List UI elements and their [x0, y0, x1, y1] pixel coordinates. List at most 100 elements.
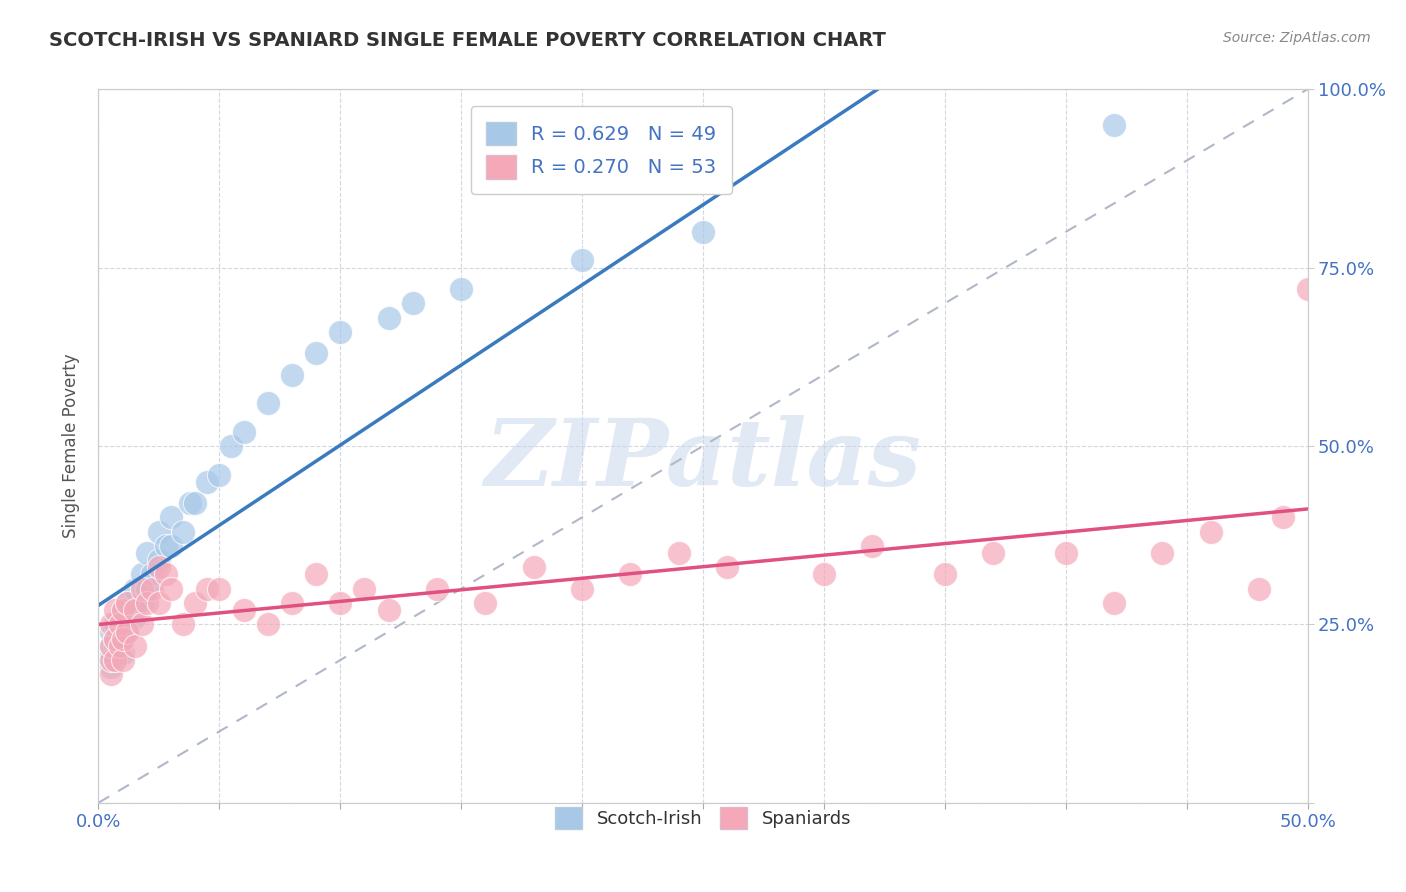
- Point: [117, 610, 139, 624]
- Point: [1152, 546, 1174, 560]
- Point: [232, 425, 254, 439]
- Point: [195, 475, 218, 489]
- Point: [111, 632, 134, 646]
- Point: [100, 667, 122, 681]
- Text: SCOTCH-IRISH VS SPANIARD SINGLE FEMALE POVERTY CORRELATION CHART: SCOTCH-IRISH VS SPANIARD SINGLE FEMALE P…: [49, 31, 886, 50]
- Point: [305, 567, 328, 582]
- Point: [111, 617, 134, 632]
- Point: [208, 582, 231, 596]
- Point: [104, 632, 127, 646]
- Point: [148, 553, 170, 567]
- Point: [813, 567, 835, 582]
- Point: [135, 546, 157, 560]
- Point: [104, 653, 127, 667]
- Point: [160, 582, 183, 596]
- Point: [111, 603, 134, 617]
- Point: [221, 439, 243, 453]
- Point: [281, 368, 304, 382]
- Point: [131, 617, 153, 632]
- Point: [329, 596, 352, 610]
- Point: [377, 603, 399, 617]
- Point: [100, 653, 122, 667]
- Point: [981, 546, 1004, 560]
- Point: [108, 639, 131, 653]
- Point: [100, 639, 122, 653]
- Point: [692, 225, 714, 239]
- Point: [135, 596, 157, 610]
- Point: [256, 617, 278, 632]
- Point: [619, 567, 641, 582]
- Point: [111, 646, 134, 660]
- Text: Source: ZipAtlas.com: Source: ZipAtlas.com: [1223, 31, 1371, 45]
- Point: [141, 582, 163, 596]
- Point: [377, 310, 399, 325]
- Point: [100, 617, 122, 632]
- Point: [124, 603, 146, 617]
- Legend: Scotch-Irish, Spaniards: Scotch-Irish, Spaniards: [540, 793, 866, 844]
- Point: [353, 582, 375, 596]
- Point: [111, 632, 134, 646]
- Point: [100, 646, 122, 660]
- Point: [195, 582, 218, 596]
- Point: [450, 282, 472, 296]
- Point: [1102, 596, 1125, 610]
- Point: [184, 596, 207, 610]
- Point: [124, 582, 146, 596]
- Y-axis label: Single Female Poverty: Single Female Poverty: [62, 354, 80, 538]
- Point: [281, 596, 304, 610]
- Point: [148, 560, 170, 574]
- Point: [184, 496, 207, 510]
- Point: [111, 603, 134, 617]
- Point: [100, 653, 122, 667]
- Point: [104, 632, 127, 646]
- Point: [104, 653, 127, 667]
- Point: [117, 596, 139, 610]
- Point: [934, 567, 956, 582]
- Point: [1249, 582, 1271, 596]
- Point: [124, 596, 146, 610]
- Point: [131, 596, 153, 610]
- Point: [668, 546, 690, 560]
- Point: [402, 296, 425, 310]
- Point: [1054, 546, 1077, 560]
- Point: [131, 567, 153, 582]
- Point: [100, 639, 122, 653]
- Point: [108, 639, 131, 653]
- Point: [104, 603, 127, 617]
- Point: [172, 524, 194, 539]
- Point: [571, 582, 593, 596]
- Point: [108, 624, 131, 639]
- Point: [329, 325, 352, 339]
- Point: [1102, 118, 1125, 132]
- Point: [1296, 282, 1319, 296]
- Point: [155, 567, 177, 582]
- Point: [108, 617, 131, 632]
- Point: [124, 610, 146, 624]
- Point: [131, 582, 153, 596]
- Point: [117, 624, 139, 639]
- Point: [1199, 524, 1222, 539]
- Point: [474, 596, 496, 610]
- Point: [160, 539, 183, 553]
- Point: [100, 624, 122, 639]
- Point: [523, 560, 546, 574]
- Point: [111, 653, 134, 667]
- Point: [172, 617, 194, 632]
- Point: [117, 624, 139, 639]
- Point: [208, 467, 231, 482]
- Point: [117, 596, 139, 610]
- Point: [100, 660, 122, 674]
- Point: [426, 582, 449, 596]
- Point: [148, 524, 170, 539]
- Point: [148, 596, 170, 610]
- Point: [104, 617, 127, 632]
- Point: [160, 510, 183, 524]
- Point: [124, 639, 146, 653]
- Point: [571, 253, 593, 268]
- Point: [155, 539, 177, 553]
- Text: ZIPatlas: ZIPatlas: [485, 416, 921, 505]
- Point: [179, 496, 201, 510]
- Point: [108, 610, 131, 624]
- Point: [860, 539, 883, 553]
- Point: [141, 567, 163, 582]
